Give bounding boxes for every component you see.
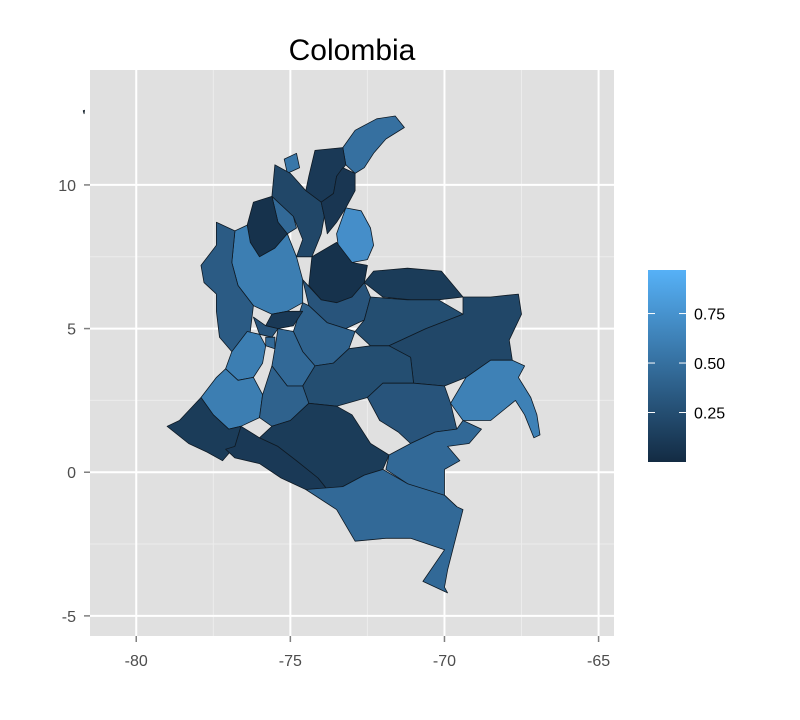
map-title: Colombia <box>288 34 416 67</box>
legend-label: 0.75 <box>694 307 725 324</box>
region-san-andres <box>82 109 85 115</box>
region-atlantico <box>283 152 300 174</box>
legend-label: 0.50 <box>694 356 725 373</box>
x-axis: -80 -75 -70 -65 <box>125 636 610 670</box>
region-cesar <box>320 167 356 235</box>
regions-layer <box>82 109 541 594</box>
region-risaralda <box>253 316 279 338</box>
x-tick-label: -65 <box>587 653 610 670</box>
region-norte-de-santander <box>336 207 374 263</box>
y-tick-label: 5 <box>67 322 76 339</box>
x-tick-label: -70 <box>433 653 456 670</box>
region-la-guajira <box>342 115 405 174</box>
legend-label: 0.25 <box>694 406 725 423</box>
y-tick-label: 0 <box>67 465 76 482</box>
x-tick-label: -75 <box>279 653 302 670</box>
legend-colorbar <box>648 270 686 462</box>
color-legend: 0.25 0.50 0.75 <box>648 270 725 462</box>
y-axis: -5 0 5 10 <box>58 178 90 626</box>
y-tick-label: -5 <box>62 609 76 626</box>
x-tick-label: -80 <box>125 653 148 670</box>
region-amazonas <box>305 469 464 594</box>
region-vaupes <box>385 420 482 508</box>
y-tick-label: 10 <box>58 178 76 195</box>
region-guainia <box>450 359 541 439</box>
